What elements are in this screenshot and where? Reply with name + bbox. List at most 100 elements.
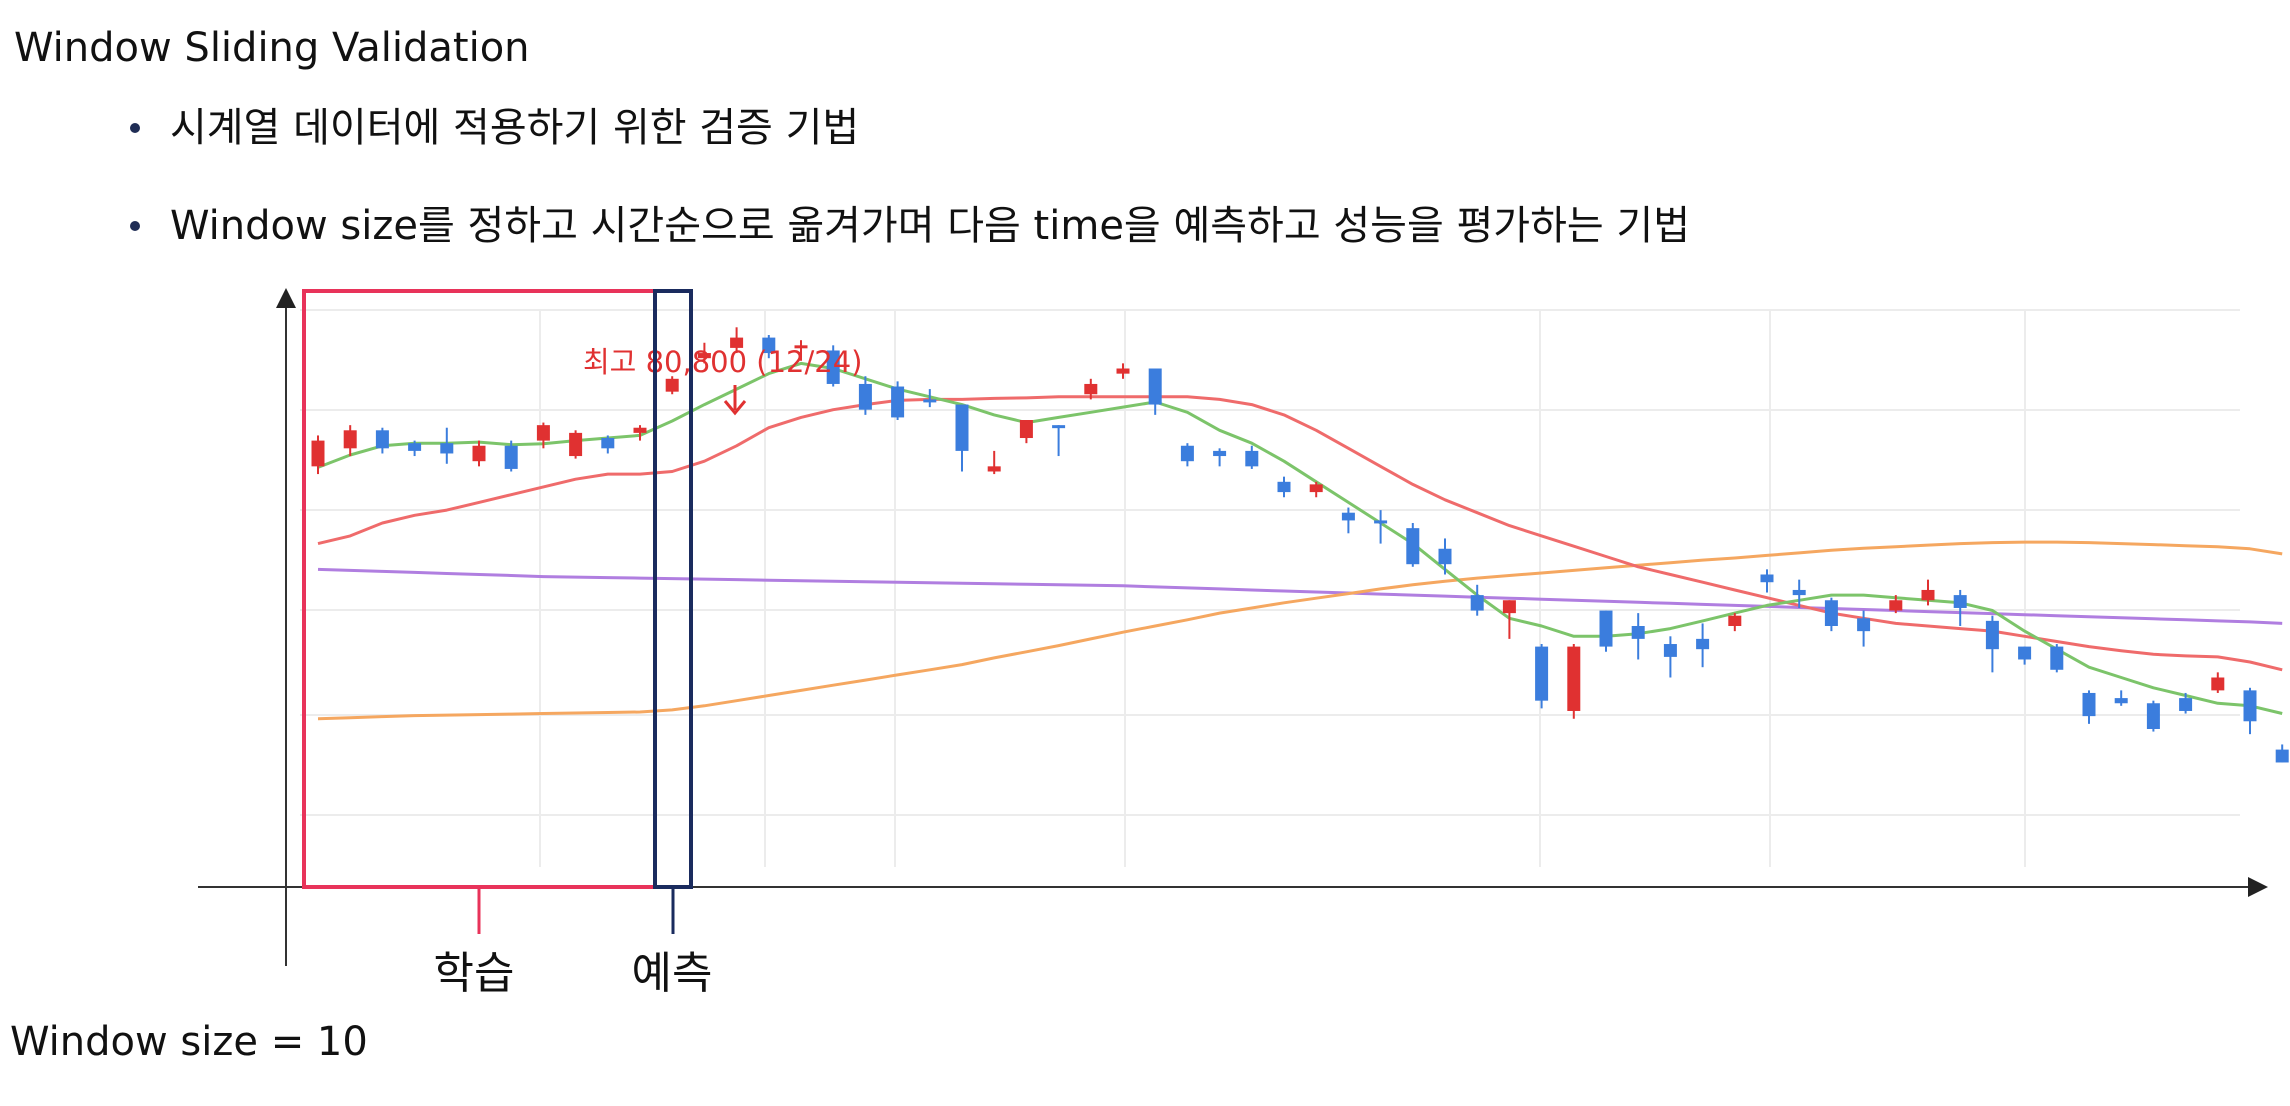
candle-body: [1857, 618, 1871, 632]
candle-body: [987, 466, 1001, 472]
moving-average-lines: [317, 361, 2283, 721]
candle: [1406, 523, 1420, 567]
candle: [1857, 610, 1871, 647]
candle-body: [536, 425, 550, 441]
window-size-caption: Window size = 10: [10, 1019, 368, 1065]
candle-body: [601, 438, 615, 449]
candle-body: [826, 350, 840, 384]
candle: [536, 422, 550, 449]
chart-grid: [300, 309, 2240, 867]
candle: [1599, 610, 1613, 652]
candle-body: [569, 432, 583, 457]
candle: [891, 381, 905, 420]
candle: [1148, 368, 1162, 415]
candle: [1728, 613, 1742, 632]
candle-body: [2114, 698, 2128, 704]
candle-body: [1921, 589, 1935, 601]
candle: [375, 427, 389, 454]
candle: [472, 440, 486, 467]
candle-body: [1148, 368, 1162, 405]
candlestick-series: [311, 327, 2289, 763]
bullet-text: 시계열 데이터에 적용하기 위한 검증 기법: [170, 105, 860, 151]
candle: [569, 430, 583, 459]
candle-body: [2179, 698, 2193, 711]
candle: [1052, 425, 1066, 457]
candle: [697, 342, 711, 364]
ma-purple-line: [317, 567, 2283, 625]
candle-body: [891, 386, 905, 418]
bullet-dot-icon: [130, 221, 140, 231]
candle: [987, 450, 1001, 475]
candle: [1309, 481, 1323, 498]
candle: [794, 340, 808, 361]
candle-body: [1535, 646, 1549, 701]
candle: [1245, 445, 1259, 469]
candle: [1502, 600, 1516, 639]
candle-body: [311, 440, 325, 467]
candle: [1374, 510, 1388, 544]
predict-label: 예측: [632, 948, 713, 999]
candle: [2179, 692, 2193, 714]
candle-body: [2018, 646, 2032, 660]
candle: [826, 345, 840, 387]
candle-body: [923, 399, 937, 403]
candle: [665, 376, 679, 395]
candle-body: [2275, 749, 2289, 763]
candle-body: [1824, 600, 1838, 626]
candle: [1921, 579, 1935, 606]
candle-body: [1084, 383, 1098, 395]
candle-body: [1309, 484, 1323, 493]
candle: [408, 440, 422, 457]
candle: [1116, 363, 1130, 379]
candle-body: [2243, 690, 2257, 722]
candle: [601, 435, 615, 454]
candle: [923, 389, 937, 408]
candle: [1277, 476, 1291, 498]
candle: [1985, 615, 1999, 673]
candle-body: [1052, 425, 1066, 429]
candle-body: [2050, 646, 2064, 670]
candle: [1213, 448, 1227, 467]
candle: [1567, 644, 1581, 719]
candle-body: [1019, 420, 1033, 439]
candle-body: [1470, 595, 1484, 611]
peak-annotation: 최고 80,800 (12/24): [583, 345, 862, 379]
candle: [1438, 538, 1452, 575]
candle: [1953, 589, 1967, 626]
candle: [2211, 672, 2225, 693]
candle-body: [665, 378, 679, 392]
candle: [1180, 443, 1194, 467]
candle: [633, 425, 647, 441]
candle-body: [1213, 450, 1227, 457]
candle-body: [1631, 626, 1645, 639]
train-label: 학습: [434, 948, 515, 999]
bullet-item: Window size를 정하고 시간순으로 옮겨가며 다음 time을 예측하…: [130, 200, 1690, 252]
candle: [2018, 646, 2032, 665]
candle-body: [1406, 528, 1420, 565]
candle: [440, 427, 454, 464]
candle-body: [472, 445, 486, 462]
candle-body: [1728, 615, 1742, 626]
candle-body: [1953, 595, 1967, 608]
bullet-text: Window size를 정하고 시간순으로 옮겨가며 다음 time을 예측하…: [170, 203, 1690, 249]
candle-body: [1889, 600, 1903, 611]
candle-body: [858, 383, 872, 410]
candle: [2114, 690, 2128, 706]
candle-body: [697, 353, 711, 359]
candle: [1696, 623, 1710, 668]
candle: [1341, 507, 1355, 534]
candle: [1824, 597, 1838, 632]
candle: [1535, 644, 1549, 709]
candle-body: [1663, 644, 1677, 657]
candle-body: [343, 430, 357, 449]
train-window-box: [302, 289, 657, 889]
bullet-item: 시계열 데이터에 적용하기 위한 검증 기법: [130, 102, 859, 154]
candle-body: [762, 337, 776, 354]
candle: [2050, 644, 2064, 673]
candle-body: [1374, 520, 1388, 524]
candle-body: [1985, 620, 1999, 650]
candle: [2146, 700, 2160, 732]
candle-body: [2082, 692, 2096, 717]
candle-body: [2211, 677, 2225, 691]
